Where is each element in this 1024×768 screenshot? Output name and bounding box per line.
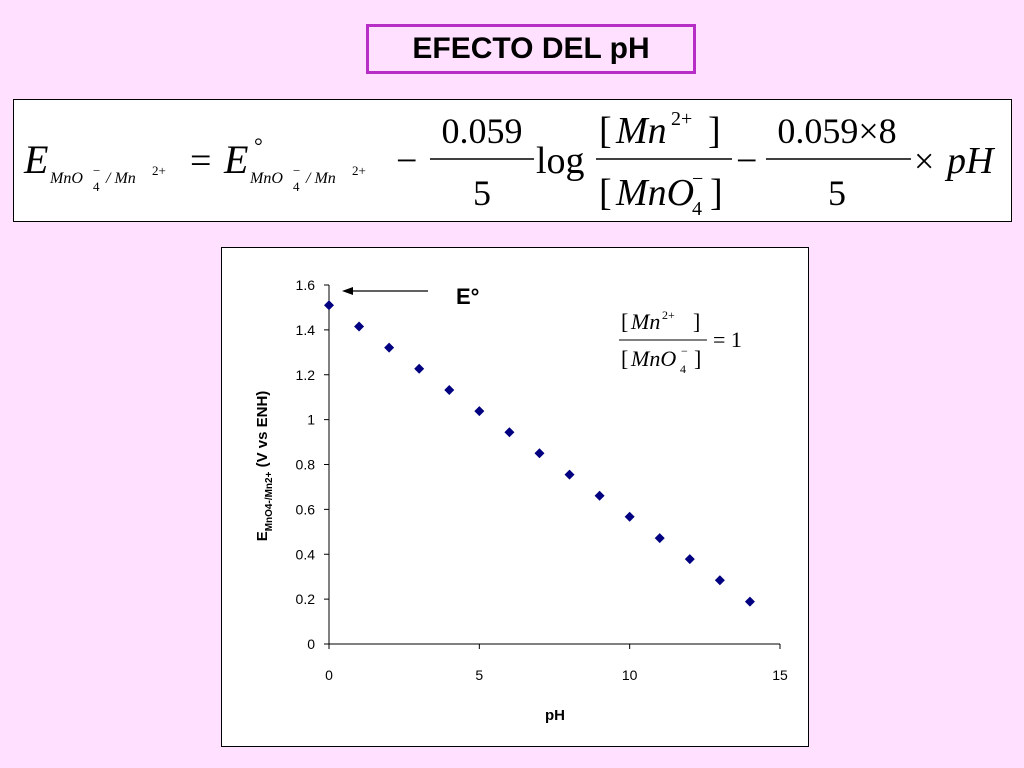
chart-svg: 0 0.2 0.4 0.6 0.8 1 1.2 1.4 1.6 0 5 10 15 pH EMnO4-… xyxy=(254,277,788,724)
y-tick-label: 0.6 xyxy=(296,501,316,517)
eq-rhs-degree: ° xyxy=(254,133,263,158)
data-points xyxy=(324,300,755,607)
inset-num-mn: Mn xyxy=(630,309,660,334)
eq-rhs-e: E xyxy=(223,137,248,182)
annotation-arrow-head xyxy=(342,287,353,295)
page-title: EFECTO DEL pH xyxy=(412,32,650,65)
inset-den-close: ] xyxy=(694,346,701,371)
y-axis-label-main: E xyxy=(254,531,271,541)
x-tick-label: 15 xyxy=(772,667,788,683)
data-point xyxy=(504,427,515,438)
data-point xyxy=(324,300,334,311)
data-point xyxy=(534,448,545,459)
data-point xyxy=(354,321,365,332)
eq-den-sup: − xyxy=(692,168,703,190)
data-point xyxy=(714,575,725,586)
y-ticks: 0 0.2 0.4 0.6 0.8 1 1.2 1.4 1.6 xyxy=(296,277,329,652)
eq-coef2-num: 0.059×8 xyxy=(777,111,896,151)
eq-rhs-sub-2plus: 2+ xyxy=(352,163,366,178)
inset-equals-one: = 1 xyxy=(713,327,742,352)
eq-rhs-sub-minus: − xyxy=(293,163,300,178)
data-point xyxy=(654,533,665,544)
y-tick-label: 1 xyxy=(307,412,315,428)
data-point xyxy=(624,511,635,522)
eq-coef1-num: 0.059 xyxy=(442,111,523,151)
data-point xyxy=(384,342,395,353)
data-point xyxy=(594,490,605,501)
eq-lhs-sub-2plus: 2+ xyxy=(152,163,166,178)
data-point xyxy=(444,385,455,396)
y-axis-label: EMnO4-/Mn2+ (V vs ENH) xyxy=(254,391,275,542)
inset-den-open: [ xyxy=(621,346,628,371)
eq-times: × xyxy=(914,141,934,181)
eq-rhs-sub-mn: / Mn xyxy=(305,170,336,187)
data-point xyxy=(744,596,755,607)
eq-lhs-sub-minus: − xyxy=(93,163,100,178)
eq-coef2-den: 5 xyxy=(828,173,846,213)
y-axis-label-sub: MnO4-/Mn2+ xyxy=(264,471,275,531)
eq-num-close: ] xyxy=(708,110,721,152)
inset-den-sub: 4 xyxy=(680,362,686,376)
inset-ratio: [ Mn 2+ ] [ MnO 4 − ] = 1 xyxy=(619,308,742,376)
x-tick-label: 5 xyxy=(475,667,483,683)
equation-svg: E MnO 4 − / Mn 2+ = E ° MnO 4 − / Mn 2+ … xyxy=(23,108,996,220)
eq-den-sub: 4 xyxy=(692,198,702,220)
eq-coef1-den: 5 xyxy=(473,173,491,213)
y-tick-label: 0.2 xyxy=(296,591,316,607)
y-axis-label-rest: (V vs ENH) xyxy=(254,391,271,472)
nernst-equation: E MnO 4 − / Mn 2+ = E ° MnO 4 − / Mn 2+ … xyxy=(13,99,1012,222)
eq-num-open: [ xyxy=(599,110,612,152)
eq-minus-2: − xyxy=(736,140,757,182)
inset-den-mno: MnO xyxy=(630,346,676,371)
y-tick-label: 0.4 xyxy=(296,546,316,562)
eq-rhs-sub-4: 4 xyxy=(293,179,300,194)
eq-ph: pH xyxy=(944,140,996,182)
y-tick-label: 1.4 xyxy=(296,322,316,338)
inset-den-sup: − xyxy=(681,344,688,358)
x-axis-label: pH xyxy=(545,707,565,724)
eq-den-open: [ xyxy=(599,172,612,214)
eq-lhs-sub-mno: MnO xyxy=(49,170,83,187)
chart-box: 0 0.2 0.4 0.6 0.8 1 1.2 1.4 1.6 0 5 10 15 pH EMnO4-… xyxy=(221,247,809,747)
x-ticks: 0 5 10 15 xyxy=(325,644,788,683)
data-point xyxy=(564,469,575,480)
eq-num-mn: Mn xyxy=(615,110,667,152)
data-point xyxy=(684,554,695,565)
y-tick-label: 1.6 xyxy=(296,277,316,293)
x-tick-label: 0 xyxy=(325,667,333,683)
eq-num-sup: 2+ xyxy=(671,108,692,130)
inset-num-sup: 2+ xyxy=(662,308,675,322)
inset-num-open: [ xyxy=(621,309,628,334)
y-tick-label: 1.2 xyxy=(296,367,316,383)
eq-den-mno: MnO xyxy=(615,172,694,214)
eq-lhs-sub-4: 4 xyxy=(93,179,100,194)
eq-equals: = xyxy=(190,140,211,182)
inset-num-close: ] xyxy=(693,309,700,334)
y-tick-label: 0 xyxy=(307,636,315,652)
annotation-e-standard: E° xyxy=(456,284,479,309)
eq-den-close: ] xyxy=(710,172,723,214)
y-tick-label: 0.8 xyxy=(296,457,316,473)
eq-lhs-e: E xyxy=(23,137,48,182)
eq-log: log xyxy=(536,140,585,182)
eq-lhs-sub-mn: / Mn xyxy=(105,170,136,187)
eq-rhs-sub-mno: MnO xyxy=(249,170,283,187)
title-box: EFECTO DEL pH xyxy=(366,24,696,74)
data-point xyxy=(474,406,485,417)
eq-minus-1: − xyxy=(396,140,417,182)
x-tick-label: 10 xyxy=(622,667,638,683)
data-point xyxy=(414,363,425,374)
